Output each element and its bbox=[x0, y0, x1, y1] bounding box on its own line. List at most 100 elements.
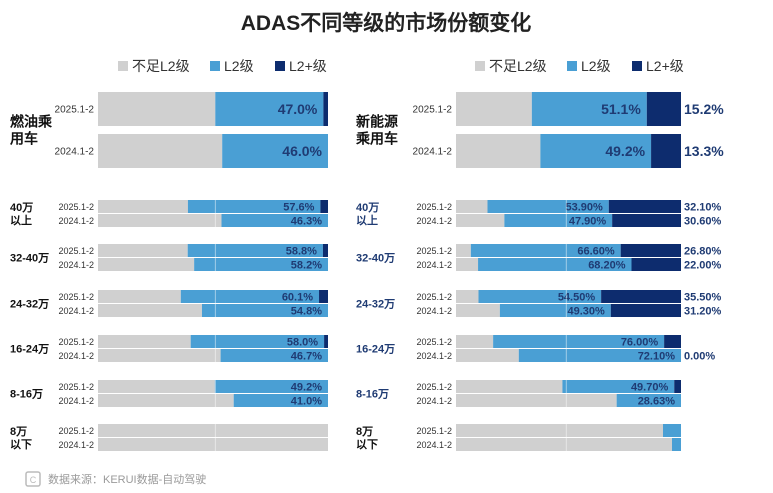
data-label-l2: 66.60% bbox=[577, 246, 615, 258]
period-label: 2025.1-2 bbox=[58, 426, 94, 436]
bar-l2 bbox=[194, 258, 328, 271]
data-label-l2: 54.8% bbox=[291, 306, 322, 318]
bar-l2 bbox=[187, 244, 323, 257]
bar-l2-plus bbox=[674, 380, 681, 393]
bar-below-l2 bbox=[98, 258, 195, 271]
bar-l2 bbox=[222, 134, 328, 168]
period-label: 2024.1-2 bbox=[58, 306, 94, 316]
bar-below-l2 bbox=[98, 438, 328, 451]
bar-below-l2 bbox=[456, 424, 663, 437]
group-label: 以上 bbox=[10, 213, 32, 227]
data-label-l2: 28.63% bbox=[638, 396, 676, 408]
bar-l2 bbox=[562, 380, 675, 393]
legend-fuel: 不足L2级 L2级 L2+级 bbox=[118, 58, 327, 74]
data-label-l2: 47.90% bbox=[569, 216, 607, 228]
period-label: 2025.1-2 bbox=[416, 292, 452, 302]
bar-below-l2 bbox=[98, 134, 223, 168]
period-label: 2025.1-2 bbox=[416, 246, 452, 256]
period-label: 2025.1-2 bbox=[58, 382, 94, 392]
bar-l2-plus bbox=[651, 134, 681, 168]
bar-l2-plus bbox=[610, 304, 681, 317]
bar-below-l2 bbox=[456, 92, 532, 126]
bar-below-l2 bbox=[456, 214, 505, 227]
bar-l2-plus bbox=[322, 244, 328, 257]
bar-below-l2 bbox=[456, 258, 479, 271]
data-label-l2-plus: 30.60% bbox=[684, 216, 722, 228]
bar-below-l2 bbox=[456, 349, 519, 362]
source-icon-glyph: C bbox=[30, 475, 37, 485]
group-label: 40万 bbox=[356, 201, 379, 214]
legend-label-1-1: L2级 bbox=[581, 58, 611, 74]
bar-below-l2 bbox=[98, 92, 216, 126]
group-label: 40万 bbox=[10, 201, 33, 214]
group-label: 8万 bbox=[356, 425, 373, 438]
data-label-l2: 49.2% bbox=[291, 382, 322, 394]
bar-below-l2 bbox=[98, 244, 188, 257]
bar-l2 bbox=[233, 394, 328, 407]
bar-l2-plus bbox=[324, 335, 328, 348]
group-label: 32-40万 bbox=[356, 251, 395, 264]
bar-below-l2 bbox=[98, 335, 191, 348]
period-label: 2024.1-2 bbox=[416, 440, 452, 450]
legend-label-1-2: L2+级 bbox=[646, 58, 684, 74]
group-label: 用车 bbox=[10, 130, 38, 146]
bar-l2 bbox=[215, 92, 324, 126]
period-label: 2025.1-2 bbox=[58, 202, 94, 212]
bar-l2 bbox=[531, 92, 647, 126]
data-label-l2-plus: 32.10% bbox=[684, 202, 722, 214]
period-label: 2025.1-2 bbox=[413, 105, 453, 116]
bar-l2-plus bbox=[608, 200, 681, 213]
period-label: 2024.1-2 bbox=[58, 351, 94, 361]
bar-l2-plus bbox=[601, 290, 681, 303]
data-label-l2: 60.1% bbox=[282, 292, 313, 304]
legend-label-0-1: L2级 bbox=[224, 58, 254, 74]
data-label-l2: 51.1% bbox=[601, 101, 641, 117]
legend-swatch-0-2 bbox=[275, 61, 285, 71]
bar-below-l2 bbox=[98, 290, 181, 303]
legend-swatch-1-0 bbox=[475, 61, 485, 71]
bar-l2 bbox=[214, 380, 328, 393]
bar-l2-plus bbox=[631, 258, 681, 271]
period-label: 2025.1-2 bbox=[416, 202, 452, 212]
data-label-l2: 49.70% bbox=[631, 382, 669, 394]
data-label-l2: 58.8% bbox=[286, 246, 317, 258]
legend-label-0-2: L2+级 bbox=[289, 58, 327, 74]
data-label-l2: 49.30% bbox=[567, 306, 605, 318]
bar-l2 bbox=[220, 349, 328, 362]
data-label-l2: 58.2% bbox=[291, 260, 322, 272]
bar-l2 bbox=[221, 214, 328, 227]
bar-below-l2 bbox=[98, 214, 222, 227]
bar-below-l2 bbox=[98, 380, 215, 393]
bar-l2 bbox=[187, 200, 321, 213]
bar-l2 bbox=[201, 304, 328, 317]
bar-l2 bbox=[470, 244, 621, 257]
group-label: 24-32万 bbox=[10, 297, 49, 310]
period-label: 2024.1-2 bbox=[416, 306, 452, 316]
bar-below-l2 bbox=[456, 304, 500, 317]
bar-l2-plus bbox=[646, 92, 681, 126]
data-label-l2: 76.00% bbox=[621, 337, 659, 349]
period-label: 2025.1-2 bbox=[416, 337, 452, 347]
group-label: 8-16万 bbox=[356, 387, 389, 400]
data-label-l2: 58.0% bbox=[287, 337, 318, 349]
group-label: 新能源 bbox=[356, 113, 398, 129]
period-label: 2025.1-2 bbox=[416, 382, 452, 392]
data-label-l2: 53.90% bbox=[565, 202, 603, 214]
period-label: 2025.1-2 bbox=[58, 246, 94, 256]
period-label: 2024.1-2 bbox=[55, 147, 95, 158]
group-label: 以下 bbox=[10, 438, 32, 451]
bar-below-l2 bbox=[456, 200, 488, 213]
data-label-l2-plus: 31.20% bbox=[684, 306, 722, 318]
data-label-l2: 46.0% bbox=[282, 143, 322, 159]
data-label-l2-plus: 26.80% bbox=[684, 246, 722, 258]
period-label: 2024.1-2 bbox=[413, 147, 453, 158]
bar-l2 bbox=[616, 394, 681, 407]
legend-nev: 不足L2级 L2级 L2+级 bbox=[475, 58, 684, 74]
period-label: 2024.1-2 bbox=[58, 440, 94, 450]
bar-l2 bbox=[672, 438, 681, 451]
bar-l2 bbox=[504, 214, 613, 227]
bar-l2 bbox=[499, 304, 611, 317]
data-label-l2: 72.10% bbox=[638, 351, 676, 363]
